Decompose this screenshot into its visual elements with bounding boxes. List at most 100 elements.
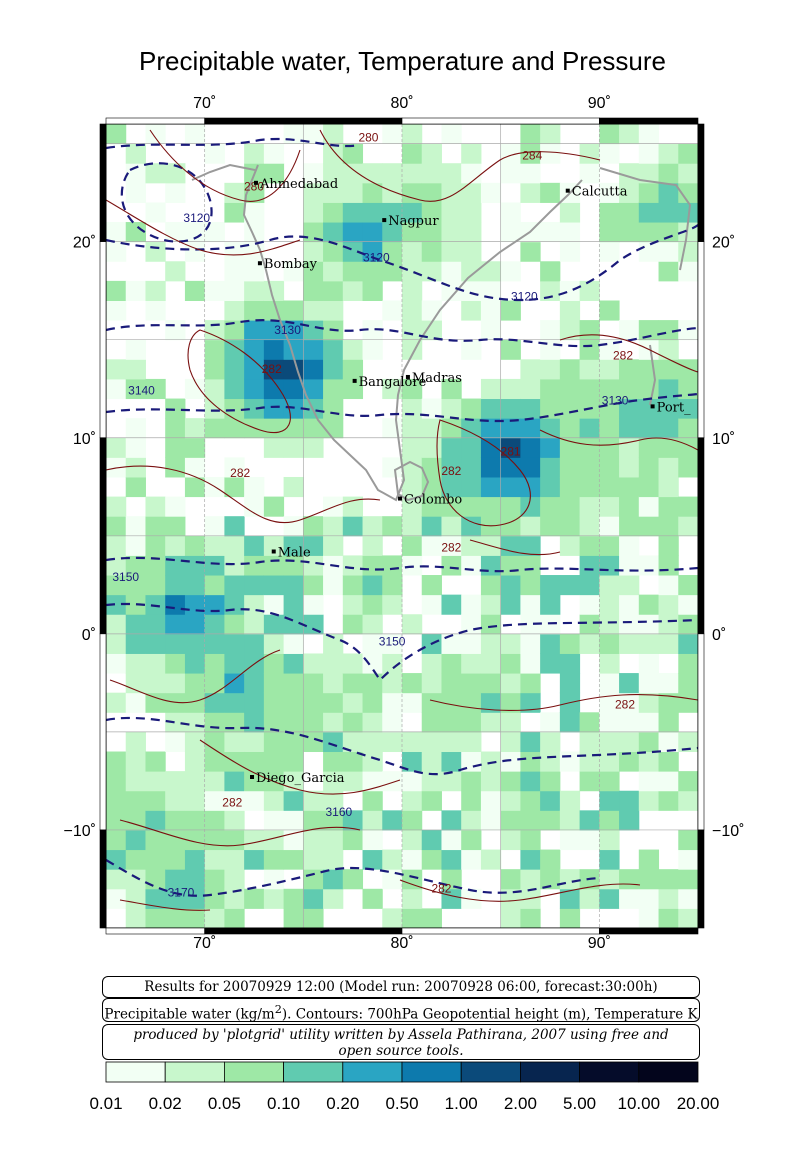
- precip-cell: [362, 516, 383, 537]
- city-marker: [352, 378, 357, 383]
- precip-cell: [342, 712, 364, 733]
- city-marker: [271, 549, 276, 554]
- city-label: Bombay: [264, 257, 318, 272]
- precip-cell: [323, 712, 344, 733]
- precip-cell: [145, 241, 166, 262]
- precip-cell: [441, 771, 462, 792]
- height-label: 3150: [112, 570, 139, 584]
- city-label: Ahmedabad: [259, 177, 338, 192]
- precip-cell: [362, 163, 383, 184]
- precip-cell: [165, 908, 186, 928]
- precip-cell: [421, 202, 442, 223]
- precip-cell: [362, 849, 383, 870]
- precip-cell: [461, 712, 482, 733]
- precip-cell: [500, 653, 521, 674]
- precip-cell: [421, 771, 442, 792]
- precip-cell: [323, 888, 344, 909]
- coastline: [191, 163, 692, 502]
- precip-cell: [421, 751, 442, 772]
- precip-cell: [204, 673, 225, 694]
- precip-cell: [283, 359, 304, 380]
- precip-cell: [520, 771, 541, 792]
- precip-cell: [303, 810, 324, 831]
- precip-cell: [461, 673, 482, 694]
- precip-cell: [599, 222, 620, 243]
- precip-cell: [480, 810, 502, 831]
- height-label: 3150: [379, 635, 406, 649]
- precip-cell: [559, 575, 581, 596]
- precip-cell: [540, 516, 561, 537]
- precip-cell: [303, 124, 324, 145]
- height-label: 3140: [128, 384, 155, 398]
- precip-cell: [224, 320, 245, 341]
- precip-cell: [125, 516, 146, 537]
- precip-cell: [125, 163, 146, 184]
- precip-cell: [323, 771, 344, 792]
- precip-cell: [106, 790, 127, 811]
- precip-cell: [658, 516, 679, 537]
- precip-cell: [382, 731, 403, 753]
- precip-cell: [658, 673, 679, 694]
- colorbar-tick-label: 0.02: [148, 1094, 182, 1113]
- precip-cell: [520, 633, 541, 654]
- precip-cell: [323, 378, 344, 400]
- precip-cell: [619, 614, 640, 635]
- precip-cell: [283, 751, 304, 772]
- colorbar-tick-label: 10.00: [617, 1094, 661, 1113]
- precip-cell: [165, 398, 186, 419]
- colorbar-swatch: [164, 1061, 225, 1083]
- precip-cell: [342, 202, 364, 223]
- precip-cell: [224, 398, 245, 419]
- precip-cell: [619, 555, 640, 576]
- precip-cell: [678, 496, 698, 517]
- precip-cell: [204, 222, 225, 243]
- precip-cell: [599, 692, 620, 713]
- border-scale-block: [105, 927, 205, 935]
- precip-cell: [263, 673, 285, 694]
- precip-cell: [342, 280, 364, 301]
- latitude-label: 10˚: [712, 431, 735, 448]
- precip-cell: [441, 810, 462, 831]
- precip-cell: [263, 888, 285, 909]
- precip-cell: [559, 496, 581, 517]
- precip-cell: [638, 320, 660, 341]
- precip-cell: [303, 163, 324, 184]
- precip-cell: [658, 202, 679, 223]
- precip-cell: [520, 653, 541, 674]
- precip-cell: [125, 653, 146, 674]
- precip-cell: [441, 594, 462, 615]
- precip-cell: [263, 849, 285, 870]
- temperature-label: 280: [358, 131, 378, 145]
- precip-cell: [579, 437, 600, 458]
- precip-cell: [165, 575, 186, 596]
- precip-cell: [540, 594, 561, 615]
- precip-cell: [500, 829, 521, 851]
- precip-cell: [224, 280, 245, 301]
- city-marker: [253, 180, 258, 185]
- precip-cell: [658, 261, 679, 282]
- precip-cell: [480, 712, 502, 733]
- precip-cell: [619, 202, 640, 223]
- precip-cell: [224, 535, 245, 556]
- precip-cell: [500, 751, 521, 772]
- precip-cell: [402, 810, 423, 831]
- temperature-label: 282: [615, 697, 635, 711]
- precip-cell: [402, 143, 423, 164]
- city-marker: [250, 775, 255, 780]
- precip-cell: [559, 359, 581, 380]
- precip-cell: [500, 437, 521, 458]
- border-scale-block: [105, 117, 205, 125]
- precip-cell: [303, 320, 324, 341]
- precip-cell: [559, 241, 581, 262]
- precip-cell: [500, 633, 521, 654]
- precip-cell: [500, 457, 521, 478]
- precip-cell: [638, 516, 660, 537]
- precip-cell: [224, 633, 245, 654]
- longitude-label: 90˚: [588, 95, 611, 112]
- precip-cell: [520, 594, 541, 615]
- precip-cell: [165, 731, 186, 753]
- precip-cell: [125, 457, 146, 478]
- precip-cell: [599, 653, 620, 674]
- precip-cell: [283, 731, 304, 753]
- precip-cell: [658, 575, 679, 596]
